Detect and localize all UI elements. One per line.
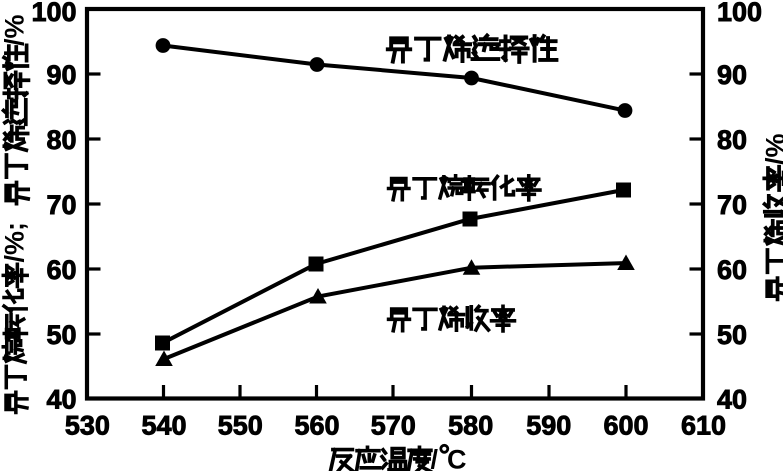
- svg-text:C: C: [447, 445, 467, 471]
- svg-text:80: 80: [717, 125, 747, 155]
- svg-text:70: 70: [46, 190, 76, 220]
- svg-text:/%: /%: [0, 14, 30, 46]
- svg-text:40: 40: [717, 384, 747, 414]
- svg-text:100: 100: [717, 0, 762, 27]
- svg-text:50: 50: [717, 320, 747, 350]
- svg-text:/: /: [431, 445, 439, 471]
- svg-text:610: 610: [681, 411, 726, 441]
- svg-text:100: 100: [31, 0, 76, 27]
- svg-text:600: 600: [603, 411, 648, 441]
- svg-text:50: 50: [46, 320, 76, 350]
- svg-text:540: 540: [141, 411, 186, 441]
- svg-text:70: 70: [717, 190, 747, 220]
- svg-text:40: 40: [46, 384, 76, 414]
- svg-text:570: 570: [371, 411, 416, 441]
- svg-text:/%: /%: [761, 133, 783, 165]
- svg-text:60: 60: [46, 255, 76, 285]
- svg-text:/%;: /%;: [0, 222, 30, 263]
- svg-text:90: 90: [717, 60, 747, 90]
- svg-text:560: 560: [294, 411, 339, 441]
- svg-text:580: 580: [448, 411, 493, 441]
- svg-text:530: 530: [65, 411, 110, 441]
- svg-text:550: 550: [218, 411, 263, 441]
- svg-text:90: 90: [46, 60, 76, 90]
- svg-text:590: 590: [526, 411, 571, 441]
- svg-text:80: 80: [46, 125, 76, 155]
- svg-text:60: 60: [717, 255, 747, 285]
